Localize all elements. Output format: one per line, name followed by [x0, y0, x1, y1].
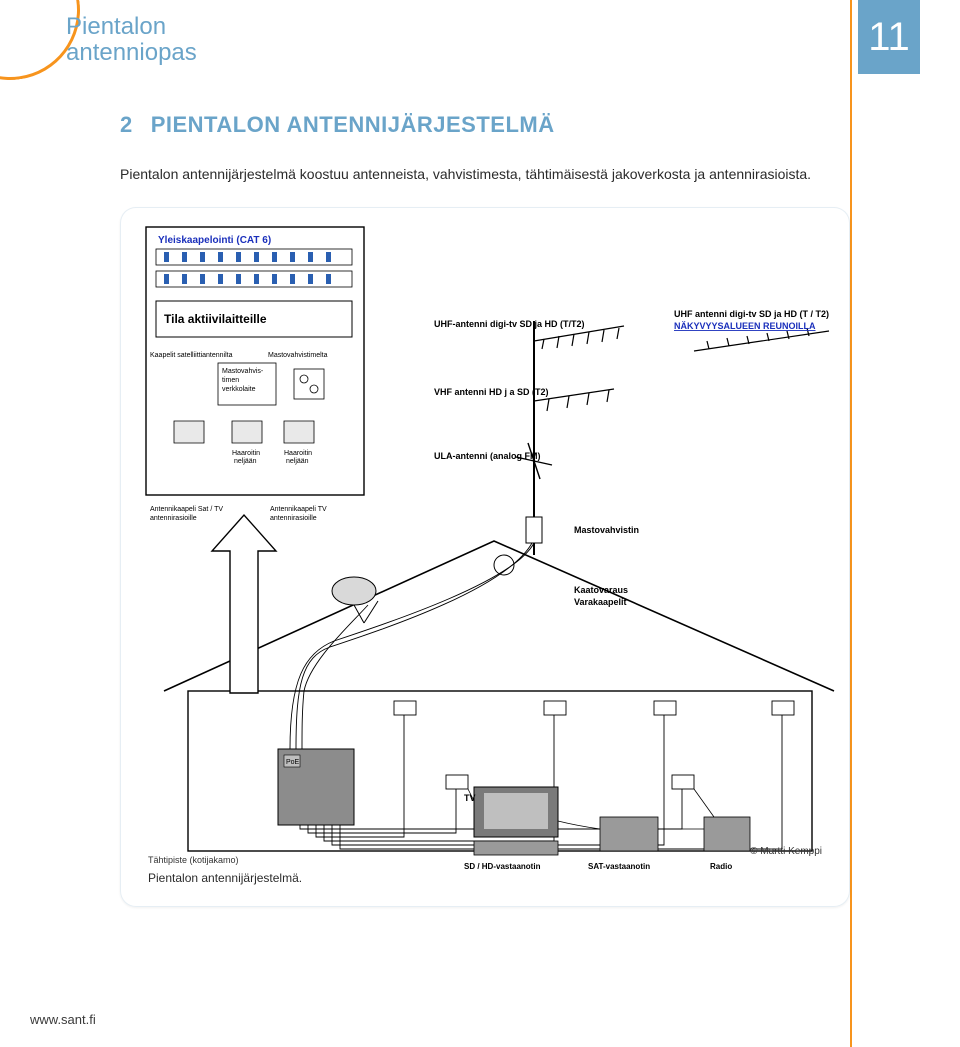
label-uhf-1: UHF-antenni digi-tv SD ja HD (T/T2)	[434, 319, 585, 329]
vertical-rule	[850, 0, 852, 1047]
footer-url: www.sant.fi	[30, 1012, 96, 1027]
label-haaroitin-2: Haaroitin	[284, 450, 312, 457]
label-verkkolaite-1: Mastovahvis-	[222, 368, 264, 375]
svg-text:neljään: neljään	[286, 458, 309, 465]
label-antennikaapeli-sat-1: Antennikaapeli Sat / TV	[150, 506, 223, 513]
antenna-diagram: Yleiskaapelointi (CAT 6) Tila aktiivilai…	[134, 221, 836, 893]
label-mastovahvistimelta: Mastovahvistimelta	[268, 352, 328, 359]
figure-credit: © Martti Kemppi	[750, 846, 822, 857]
label-ula: ULA-antenni (analog FM)	[434, 451, 541, 461]
label-kaatovaraus: Kaatovaraus	[574, 585, 628, 595]
label-tv: TV	[464, 793, 476, 803]
label-verkkolaite-2: timen	[222, 377, 239, 384]
label-uhf-edge-1: UHF antenni digi-tv SD ja HD (T / T2)	[674, 309, 829, 319]
body-paragraph: Pientalon antennijärjestelmä koostuu ant…	[120, 164, 850, 185]
section-heading: 2 PIENTALON ANTENNIJÄRJESTELMÄ	[120, 112, 850, 138]
header-title-line1: Pientalon	[66, 13, 166, 40]
header-title-line2: antenniopas	[66, 39, 197, 66]
label-sdhd: SD / HD-vastaanotin	[464, 862, 541, 871]
figure-caption-note: Tähtipiste (kotijakamo)	[148, 855, 302, 865]
figure-caption-main: Pientalon antennijärjestelmä.	[148, 871, 302, 885]
label-kaapelit-sat: Kaapelit satelliittiantennilta	[150, 352, 233, 359]
label-varakaapelit: Varakaapelit	[574, 597, 627, 607]
label-vhf: VHF antenni HD j a SD (T2)	[434, 387, 549, 397]
label-sat: SAT-vastaanotin	[588, 862, 650, 871]
label-poe: PoE	[286, 759, 300, 766]
figure-caption-block: Tähtipiste (kotijakamo) Pientalon antenn…	[148, 855, 302, 885]
page-number-value: 11	[868, 15, 910, 60]
label-antennikaapeli-tv-1: Antennikaapeli TV	[270, 506, 327, 513]
label-tila-aktiivilaitteille: Tila aktiivilaitteille	[164, 312, 267, 326]
svg-text:neljään: neljään	[234, 458, 257, 465]
figure-card: Yleiskaapelointi (CAT 6) Tila aktiivilai…	[120, 207, 850, 907]
label-uhf-edge-2: NÄKYVYYSALUEEN REUNOILLA	[674, 321, 816, 331]
label-yleiskaapelointi: Yleiskaapelointi (CAT 6)	[158, 235, 271, 246]
label-haaroitin-1: Haaroitin	[232, 450, 260, 457]
label-radio: Radio	[710, 862, 732, 871]
label-verkkolaite-3: verkkolaite	[222, 386, 256, 393]
section-number: 2	[120, 112, 132, 137]
content: 2 PIENTALON ANTENNIJÄRJESTELMÄ Pientalon…	[120, 112, 850, 907]
section-title: PIENTALON ANTENNIJÄRJESTELMÄ	[151, 112, 555, 137]
svg-text:antennirasioille: antennirasioille	[150, 515, 197, 522]
label-mastovahvistin: Mastovahvistin	[574, 525, 639, 535]
header-title: Pientalon antenniopas	[66, 14, 197, 67]
svg-text:antennirasioille: antennirasioille	[270, 515, 317, 522]
page-number: 11	[858, 0, 920, 74]
